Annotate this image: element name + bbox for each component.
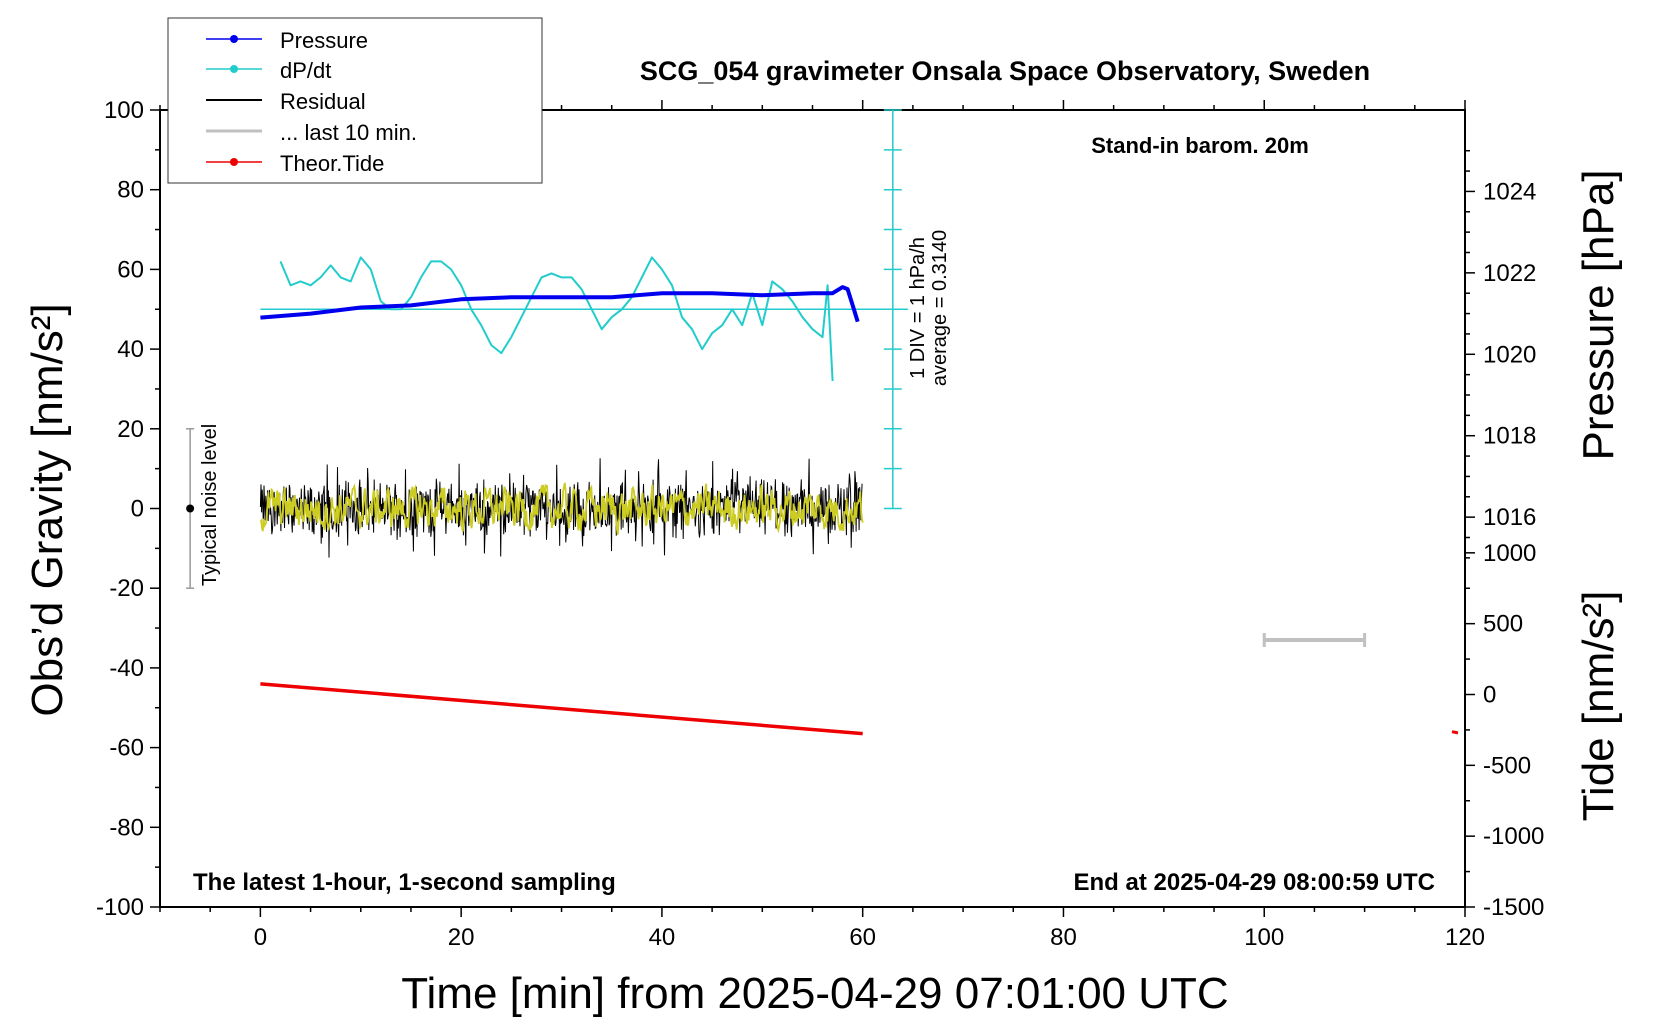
legend-tide-label: Theor.Tide bbox=[280, 151, 384, 176]
x-tick-label: 20 bbox=[448, 924, 475, 951]
legend-dpdt-marker bbox=[230, 65, 238, 73]
y-tick-label: 0 bbox=[131, 496, 144, 523]
sampling-note: The latest 1-hour, 1-second sampling bbox=[193, 869, 616, 896]
legend: Pressure dP/dt Residual ... last 10 min.… bbox=[167, 17, 543, 184]
x-tick-label: 40 bbox=[649, 924, 676, 951]
tide-tick-label: -1000 bbox=[1483, 823, 1544, 850]
y-tick-label: 20 bbox=[117, 416, 144, 443]
pressure-tick-label: 1020 bbox=[1483, 341, 1536, 368]
tide-series-tail bbox=[1451, 730, 1459, 735]
tide-tick-label: 500 bbox=[1483, 611, 1523, 638]
legend-pressure-marker bbox=[230, 35, 238, 43]
dpdt-series-line bbox=[279, 256, 834, 382]
tide-tick-label: 0 bbox=[1483, 682, 1496, 709]
x-tick-label: 100 bbox=[1244, 924, 1284, 951]
axes: 0 20 40 60 80 100 120 100 80 60 40 20 0 -20 -40 -60 -80 -… bbox=[96, 97, 1544, 951]
dpdt-scale-label-2: average = 0.3140 bbox=[929, 230, 951, 386]
y-tick-label: -100 bbox=[96, 894, 144, 921]
y-axis-title-pressure: Pressure [hPa] bbox=[1574, 169, 1623, 460]
end-time-note: End at 2025-04-29 08:00:59 UTC bbox=[1074, 869, 1436, 896]
y-tick-label: -80 bbox=[109, 814, 144, 841]
tide-series-line bbox=[260, 682, 863, 736]
barometer-note: Stand-in barom. 20m bbox=[1091, 133, 1309, 158]
x-tick-label: 0 bbox=[254, 924, 267, 951]
tide-tick-label: -500 bbox=[1483, 752, 1531, 779]
pressure-tick-label: 1016 bbox=[1483, 504, 1536, 531]
x-axis-title: Time [min] from 2025-04-29 07:01:00 UTC bbox=[401, 969, 1228, 1018]
dpdt-scale-bar bbox=[260, 109, 908, 510]
dpdt-scale-label-1: 1 DIV = 1 hPa/h bbox=[907, 237, 929, 379]
x-tick-label: 120 bbox=[1445, 924, 1485, 951]
noise-level-center bbox=[186, 504, 195, 513]
tide-tick-label: 1000 bbox=[1483, 540, 1536, 567]
y-tick-label: 100 bbox=[104, 97, 144, 124]
legend-last10-label: ... last 10 min. bbox=[280, 120, 417, 145]
tide-tick-label: -1500 bbox=[1483, 894, 1544, 921]
pressure-tick-label: 1018 bbox=[1483, 423, 1536, 450]
y-tick-label: 60 bbox=[117, 256, 144, 283]
noise-level-label: Typical noise level bbox=[199, 424, 221, 586]
y-axis-title-left: Obs’d Gravity [nm/s²] bbox=[23, 303, 72, 716]
y-tick-label: -60 bbox=[109, 735, 144, 762]
legend-dpdt-label: dP/dt bbox=[280, 58, 331, 83]
y-tick-label: -20 bbox=[109, 575, 144, 602]
y-tick-label: -40 bbox=[109, 655, 144, 682]
y-axis-title-tide: Tide [nm/s²] bbox=[1574, 591, 1623, 822]
y-tick-label: 40 bbox=[117, 336, 144, 363]
legend-tide-marker bbox=[230, 158, 238, 166]
pressure-series-line bbox=[260, 285, 860, 323]
y-tick-label: 80 bbox=[117, 177, 144, 204]
noise-level-indicator bbox=[186, 428, 195, 589]
legend-residual-label: Residual bbox=[280, 89, 366, 114]
pressure-tick-label: 1022 bbox=[1483, 260, 1536, 287]
pressure-tick-label: 1024 bbox=[1483, 178, 1536, 205]
series-layer bbox=[259, 256, 1459, 736]
legend-pressure-label: Pressure bbox=[280, 28, 368, 53]
x-tick-label: 80 bbox=[1050, 924, 1077, 951]
residual-smoothed-line bbox=[259, 482, 864, 535]
chart-title: SCG_054 gravimeter Onsala Space Observat… bbox=[640, 56, 1370, 86]
x-tick-label: 60 bbox=[849, 924, 876, 951]
